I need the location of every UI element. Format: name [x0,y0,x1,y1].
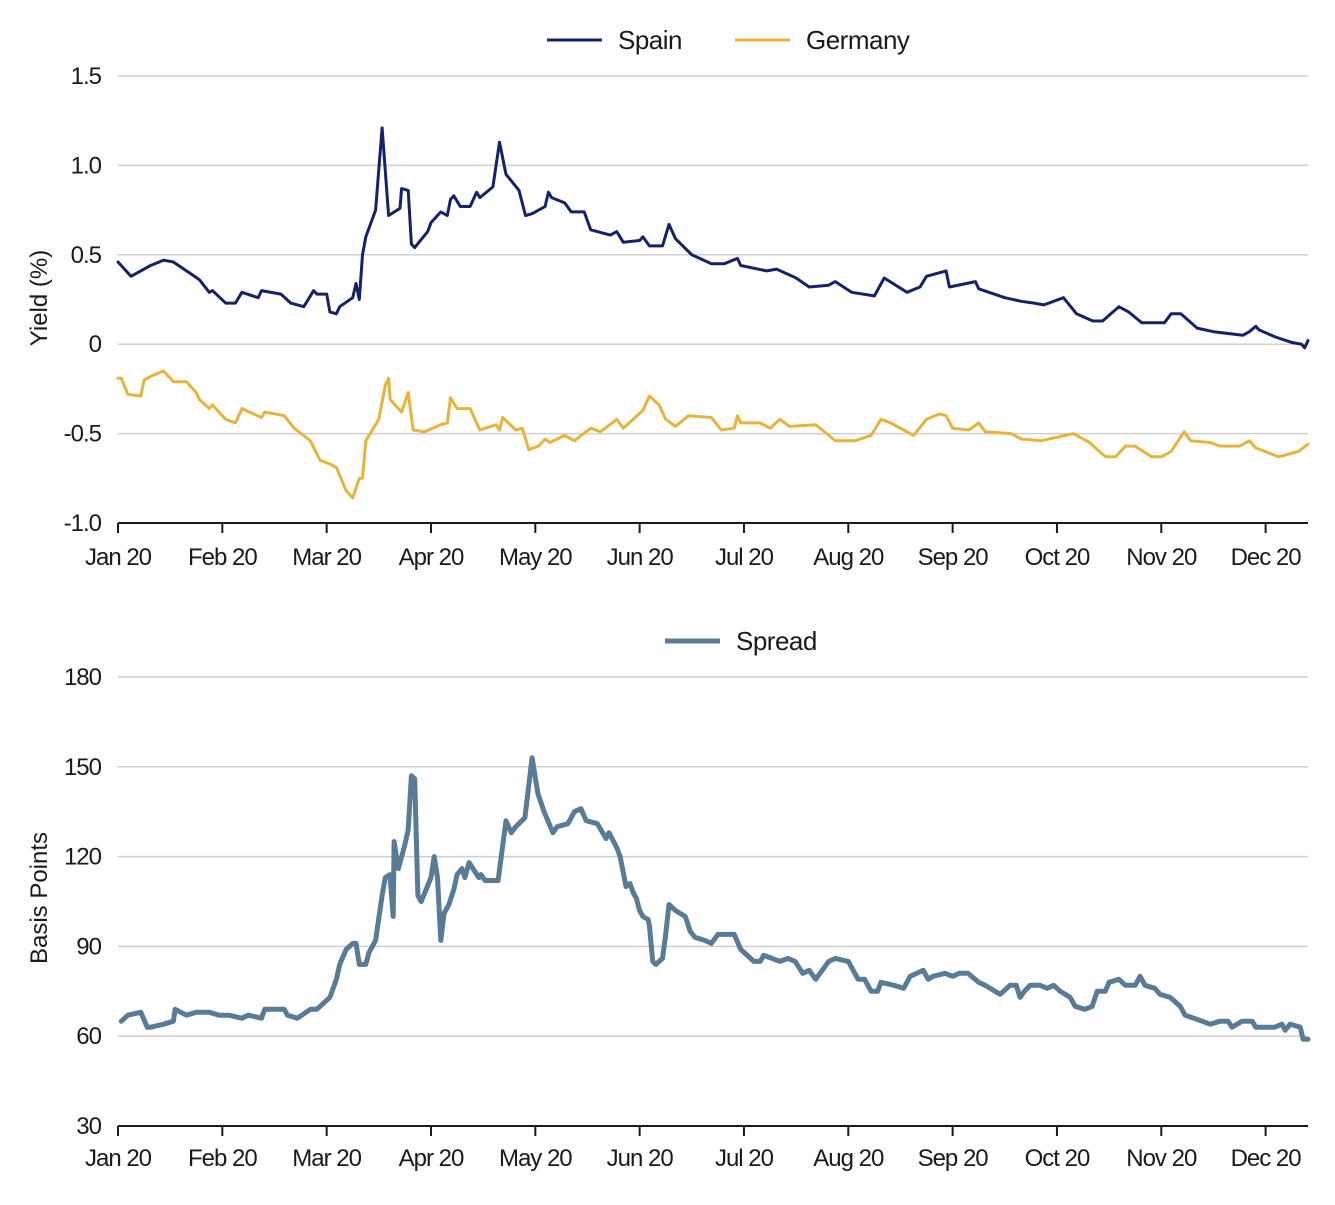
x-tick-label: Sep 20 [918,1145,989,1172]
x-tick-label: Apr 20 [399,1145,464,1172]
y-tick-label: 1.0 [71,152,102,179]
legend-label-germany: Germany [806,25,910,55]
x-tick-label: Apr 20 [399,544,464,571]
series-line-spread [118,755,1311,1042]
x-tick-label: Feb 20 [188,544,257,571]
y-tick-label: -0.5 [64,421,102,448]
y-tick-label: 60 [76,1023,101,1050]
spread-plot: 180 150 120 90 60 30 Jan 20 Feb 20 Mar 20 Apr 20 M… [64,664,1311,1172]
x-tick-label: Oct 20 [1025,544,1090,571]
x-tick-label: Feb 20 [188,1145,257,1172]
legend-label-spread: Spread [736,626,817,656]
y-tick-label: 0.5 [71,242,102,269]
y-tick-label: -1.0 [64,510,102,537]
x-tick-label: Aug 20 [813,1145,884,1172]
x-tick-label: Mar 20 [292,544,361,571]
y-tick-label: 90 [76,933,101,960]
x-tick-label: Dec 20 [1231,544,1302,571]
series-line-germany [116,369,1310,500]
x-tick-label: Jan 20 [85,1145,152,1172]
y-axis-label-bottom: Basis Points [26,832,53,964]
y-tick-label: 120 [64,844,102,871]
x-tick-label: May 20 [499,1145,572,1172]
x-tick-label: Nov 20 [1126,1145,1197,1172]
x-tick-label: Dec 20 [1231,1145,1302,1172]
x-tick-label: Oct 20 [1025,1145,1090,1172]
x-tick-label: Jan 20 [85,544,152,571]
x-tick-label: Jun 20 [607,1145,674,1172]
y-tick-label: 180 [64,664,102,691]
y-axis-label-top: Yield (%) [26,250,53,346]
x-tick-label: Jul 20 [715,1145,774,1172]
x-tick-label: May 20 [499,544,572,571]
y-tick-label: 0 [89,331,102,358]
x-tick-label: Aug 20 [813,544,884,571]
legend-bottom: Spread [665,626,817,656]
legend-label-spain: Spain [618,25,682,55]
x-tick-label: Mar 20 [292,1145,361,1172]
legend-top: Spain Germany [547,25,910,55]
x-tick-label: Jun 20 [607,544,674,571]
yield-plot: 1.5 1.0 0.5 0 -0.5 -1.0 Jan 20 Feb 20 Mar 20 Apr … [64,63,1310,571]
x-tick-label: Jul 20 [715,544,774,571]
y-tick-label: 1.5 [71,63,102,90]
y-tick-label: 150 [64,754,102,781]
y-tick-label: 30 [76,1113,101,1140]
x-tick-label: Sep 20 [918,544,989,571]
x-tick-label: Nov 20 [1126,544,1197,571]
series-line-spain [116,126,1310,350]
